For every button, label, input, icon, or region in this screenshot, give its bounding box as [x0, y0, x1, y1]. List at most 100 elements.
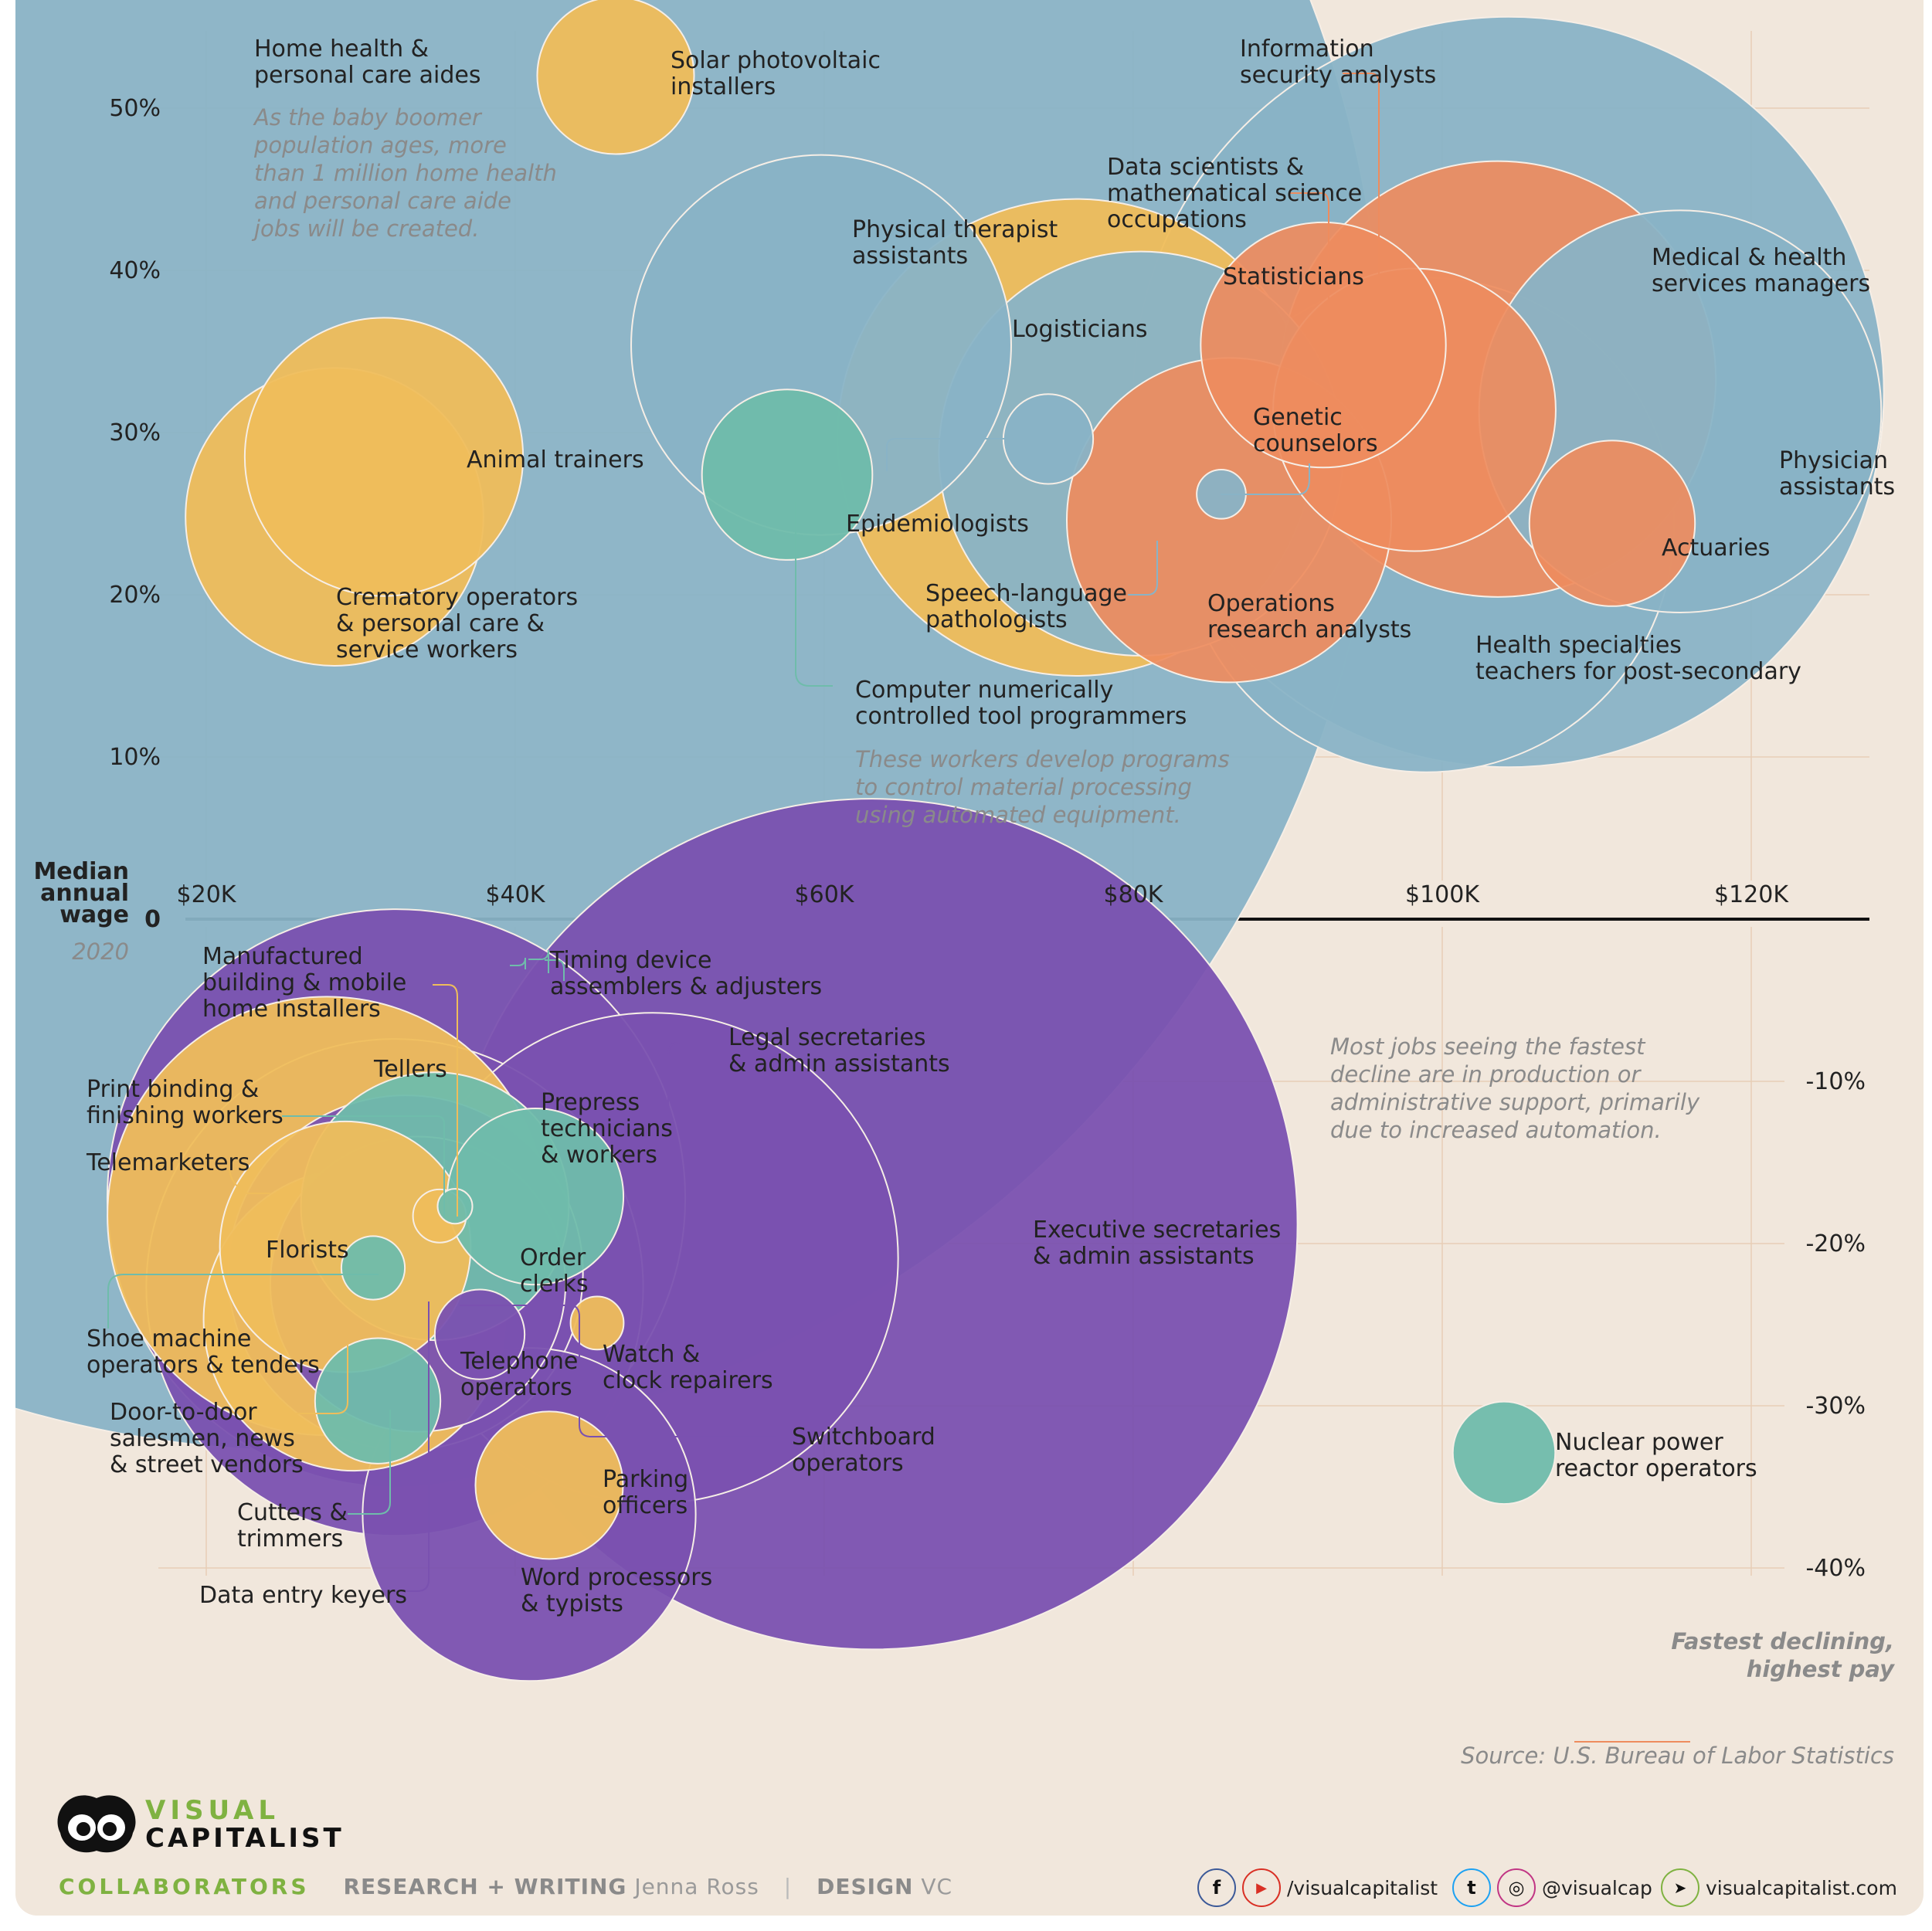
- leader-line: [510, 957, 526, 969]
- y-tick-label: 50%: [109, 95, 161, 122]
- bubble-label-ora: Operations research analysts: [1207, 590, 1411, 643]
- social-handle-visualcapitalist[interactable]: /visualcapitalist: [1287, 1876, 1438, 1899]
- bubble-label-solar: Solar photovoltaic installers: [671, 47, 881, 100]
- bubble-label-home_health: Home health & personal care aides: [254, 36, 480, 89]
- bubble: [314, 1337, 442, 1464]
- bubble: [243, 317, 525, 597]
- bubble: [1200, 221, 1447, 469]
- bubble-label-dataentry: Data entry keyers: [199, 1582, 407, 1609]
- x-axis-title: Median annual wage: [33, 858, 129, 928]
- bubble-label-statisticians: Statisticians: [1223, 263, 1364, 290]
- bubble-label-timing: Timing device assemblers & adjusters: [549, 947, 822, 1000]
- bubble: [436, 1188, 474, 1225]
- leader-line: [278, 1344, 348, 1414]
- collaborators-label: COLLABORATORS: [59, 1874, 310, 1899]
- cursor-icon[interactable]: ➤: [1661, 1868, 1699, 1907]
- design-key: DESIGN: [817, 1874, 914, 1899]
- leader-line: [667, 1042, 715, 1186]
- leader-line: [282, 1115, 445, 1217]
- annotation-home-health: As the baby boomer population ages, more t…: [251, 104, 557, 242]
- social-handle-visualcap[interactable]: @visualcap: [1542, 1876, 1652, 1899]
- x-tick-label: $20K: [177, 881, 237, 908]
- y-tick-label: -20%: [1805, 1230, 1866, 1257]
- bubble-label-animal: Animal trainers: [467, 446, 644, 473]
- leader-lines: [107, 73, 1690, 1743]
- instagram-icon[interactable]: ◎: [1497, 1868, 1536, 1907]
- research-name: Jenna Ross: [634, 1874, 759, 1899]
- y-tick-label: 10%: [109, 744, 161, 771]
- bubble-label-medmgr: Medical & health services managers: [1652, 244, 1870, 297]
- bubble-label-epidemiologists: Epidemiologists: [846, 511, 1029, 538]
- credits-separator: |: [783, 1874, 793, 1899]
- bubble-label-physasst: Physician assistants: [1779, 447, 1895, 501]
- bubble-label-doortodoor: Door-to-door salesmen, news & street vendo…: [110, 1399, 304, 1478]
- x-tick-label: $100K: [1405, 881, 1480, 908]
- y-tick-label: 40%: [109, 257, 161, 284]
- bubbles: [15, 0, 1885, 1682]
- facebook-icon[interactable]: f: [1197, 1868, 1236, 1907]
- logo-text-bottom: CAPITALIST: [145, 1823, 345, 1854]
- bubble-label-nuclear: Nuclear power reactor operators: [1555, 1429, 1757, 1482]
- leader-line: [545, 959, 565, 981]
- bubble-label-orderclerks: Order clerks: [520, 1244, 589, 1298]
- leader-line: [795, 502, 833, 687]
- social-twitter-instagram[interactable]: t ◎ @visualcap: [1452, 1866, 1652, 1909]
- annotation-cnc: These workers develop programs to control…: [855, 746, 1230, 828]
- bubble-label-cutters: Cutters & trimmers: [237, 1499, 348, 1553]
- social-facebook-youtube[interactable]: f ▶ /visualcapitalist: [1197, 1866, 1438, 1909]
- x-tick-label: $60K: [795, 881, 855, 908]
- bubble: [536, 0, 695, 155]
- bubble-label-crematory: Crematory operators & personal care & serv…: [336, 584, 578, 663]
- leader-line: [1128, 541, 1158, 596]
- annotation-declining: Most jobs seeing the fastest decline are …: [1330, 1033, 1700, 1143]
- bubble-label-printbind: Print binding & finishing workers: [87, 1076, 284, 1129]
- bubble: [433, 1288, 526, 1380]
- bubble-label-florists: Florists: [266, 1237, 349, 1264]
- bubble-label-genetic: Genetic counselors: [1253, 404, 1378, 457]
- x-tick-label: $120K: [1714, 881, 1789, 908]
- bubble-label-wordproc: Word processors & typists: [521, 1564, 712, 1617]
- leader-line: [1290, 192, 1329, 355]
- bubble-label-slp: Speech-language pathologists: [925, 580, 1127, 633]
- zero-label: 0: [144, 906, 161, 933]
- youtube-icon[interactable]: ▶: [1242, 1868, 1281, 1907]
- bubble-label-telemarketers: Telemarketers: [86, 1149, 250, 1176]
- bubble-label-switchboard: Switchboard operators: [792, 1424, 935, 1477]
- annotation-corner: Fastest declining, highest pay: [1671, 1628, 1895, 1682]
- design-name: VC: [921, 1874, 953, 1899]
- bubble: [1528, 439, 1696, 607]
- bubble-label-logisticians: Logisticians: [1012, 316, 1148, 343]
- leader-line: [348, 1410, 391, 1515]
- leader-line: [107, 1274, 379, 1329]
- bubble-label-legalsec: Legal secretaries & admin assistants: [728, 1024, 950, 1077]
- bubble: [474, 1410, 624, 1560]
- bubble-label-healthteach: Health specialties teachers for post-seco…: [1475, 632, 1801, 685]
- bubble-label-parking: Parking officers: [603, 1466, 688, 1519]
- bubble: [1452, 1400, 1557, 1505]
- leader-line: [229, 1169, 270, 1194]
- social-website[interactable]: ➤ visualcapitalist.com: [1661, 1866, 1897, 1909]
- bubble-label-telephone: Telephone operators: [460, 1348, 578, 1401]
- source-note: Source: U.S. Bureau of Labor Statistics: [1461, 1743, 1894, 1769]
- y-tick-label: -10%: [1805, 1068, 1866, 1095]
- leader-line: [1343, 73, 1380, 294]
- website-link[interactable]: visualcapitalist.com: [1706, 1876, 1897, 1899]
- bubble-label-infosec: Information security analysts: [1240, 36, 1436, 89]
- leader-line: [460, 1305, 776, 1437]
- y-tick-label: -40%: [1805, 1555, 1866, 1582]
- x-axis-note: 2020: [72, 938, 129, 965]
- logo-text-top: VISUAL: [145, 1795, 280, 1826]
- bubble: [340, 1235, 406, 1301]
- bubble-label-watch: Watch & clock repairers: [603, 1341, 773, 1394]
- y-tick-label: 20%: [109, 582, 161, 609]
- leader-line: [886, 438, 1035, 471]
- twitter-icon[interactable]: t: [1452, 1868, 1491, 1907]
- bubble-chart: $20K $40K $60K $80K $100K $120K 50% 40% 30% 20% 10…: [15, 0, 1895, 1769]
- bubble-label-datasci: Data scientists & mathematical science occ…: [1107, 154, 1362, 233]
- bubble-label-cnc: Computer numerically controlled tool prog…: [855, 677, 1187, 730]
- chart-text: $20K $40K $60K $80K $100K $120K 50% 40% 30% 20% 10…: [33, 36, 1895, 1769]
- bubble-label-prepress: Prepress technicians & workers: [541, 1089, 673, 1169]
- footer: VISUAL CAPITALIST COLLABORATORS RESEARCH…: [15, 1777, 1924, 1916]
- credits: COLLABORATORS RESEARCH + WRITING Jenna R…: [59, 1874, 952, 1899]
- research-key: RESEARCH + WRITING: [343, 1874, 627, 1899]
